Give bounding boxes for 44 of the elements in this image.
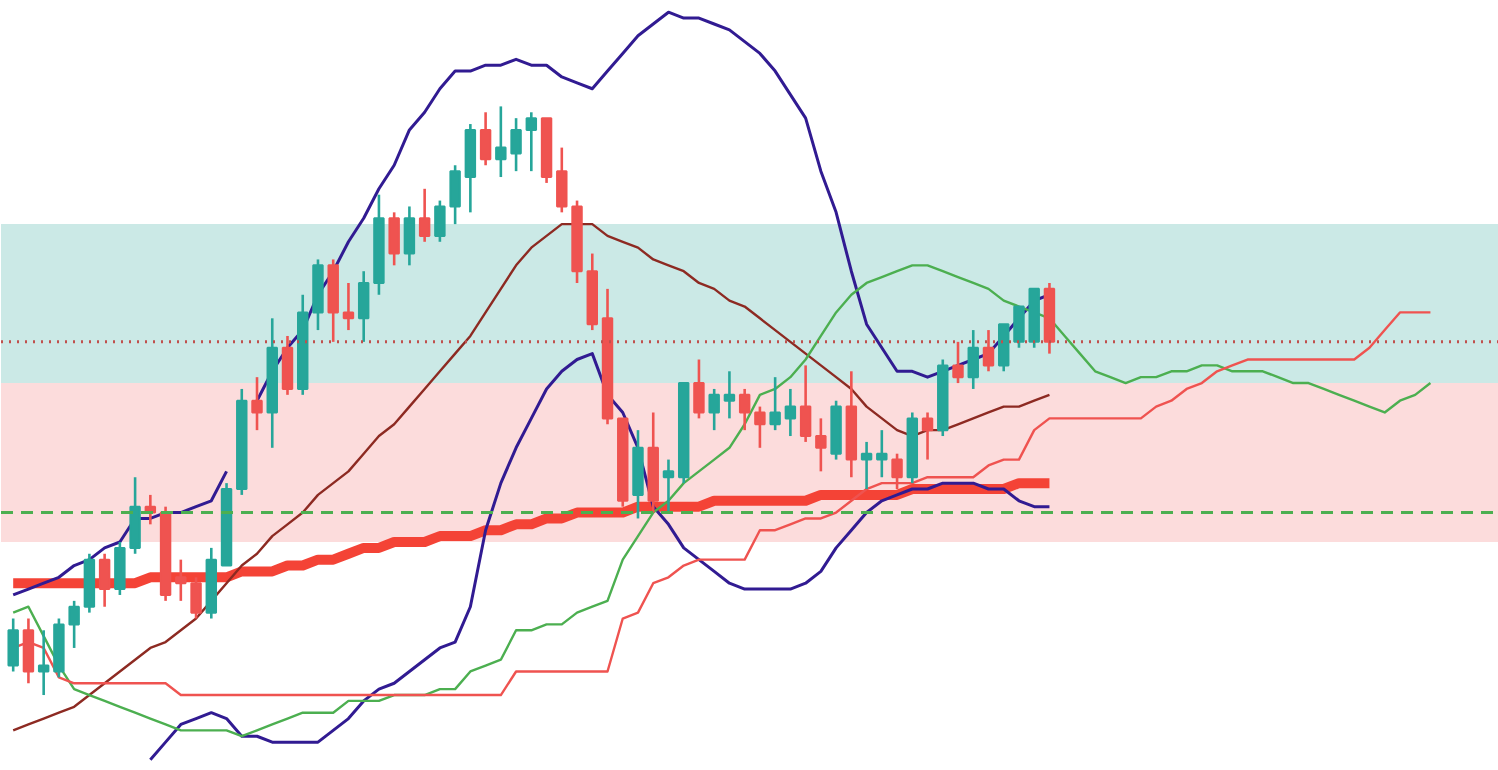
candlestick <box>464 122 477 214</box>
candlestick <box>98 552 111 609</box>
candlestick <box>190 576 202 620</box>
candlestick <box>114 540 126 597</box>
candlestick <box>830 399 842 461</box>
candlestick <box>251 375 263 432</box>
candlestick <box>7 617 19 673</box>
candlestick <box>342 281 355 332</box>
candlestick <box>632 428 644 520</box>
candlestick <box>175 558 187 603</box>
candlestick <box>525 110 538 173</box>
candlestick <box>876 428 888 479</box>
candlestick <box>815 417 827 473</box>
candlestick <box>754 405 766 450</box>
candlestick <box>799 364 812 444</box>
candlestick <box>556 146 568 214</box>
candlestick <box>662 458 675 514</box>
candlestick <box>53 617 65 679</box>
candlestick <box>357 269 370 344</box>
candlestick <box>418 187 431 244</box>
candlestick <box>403 205 416 267</box>
candlestick <box>327 258 339 344</box>
candlestick <box>37 628 50 697</box>
candlestick <box>952 340 964 385</box>
candlestick <box>693 358 705 420</box>
candlestick <box>998 322 1010 373</box>
candlestick <box>22 617 35 685</box>
candlestick <box>708 387 720 432</box>
candlestick <box>83 552 96 614</box>
candlestick <box>68 599 80 650</box>
candlestick <box>312 258 324 332</box>
candlestick <box>967 328 979 391</box>
candlestick <box>982 328 995 373</box>
candlestick <box>723 369 736 420</box>
candlestick <box>738 387 751 432</box>
candlestick <box>388 211 400 267</box>
candlestick <box>921 411 934 461</box>
candlestick <box>860 440 873 491</box>
candlestick <box>784 387 797 438</box>
candlestick <box>281 334 294 397</box>
candlestick <box>479 110 492 167</box>
candlestick <box>891 452 903 491</box>
candlestick <box>129 475 141 556</box>
candlestick <box>769 375 781 432</box>
